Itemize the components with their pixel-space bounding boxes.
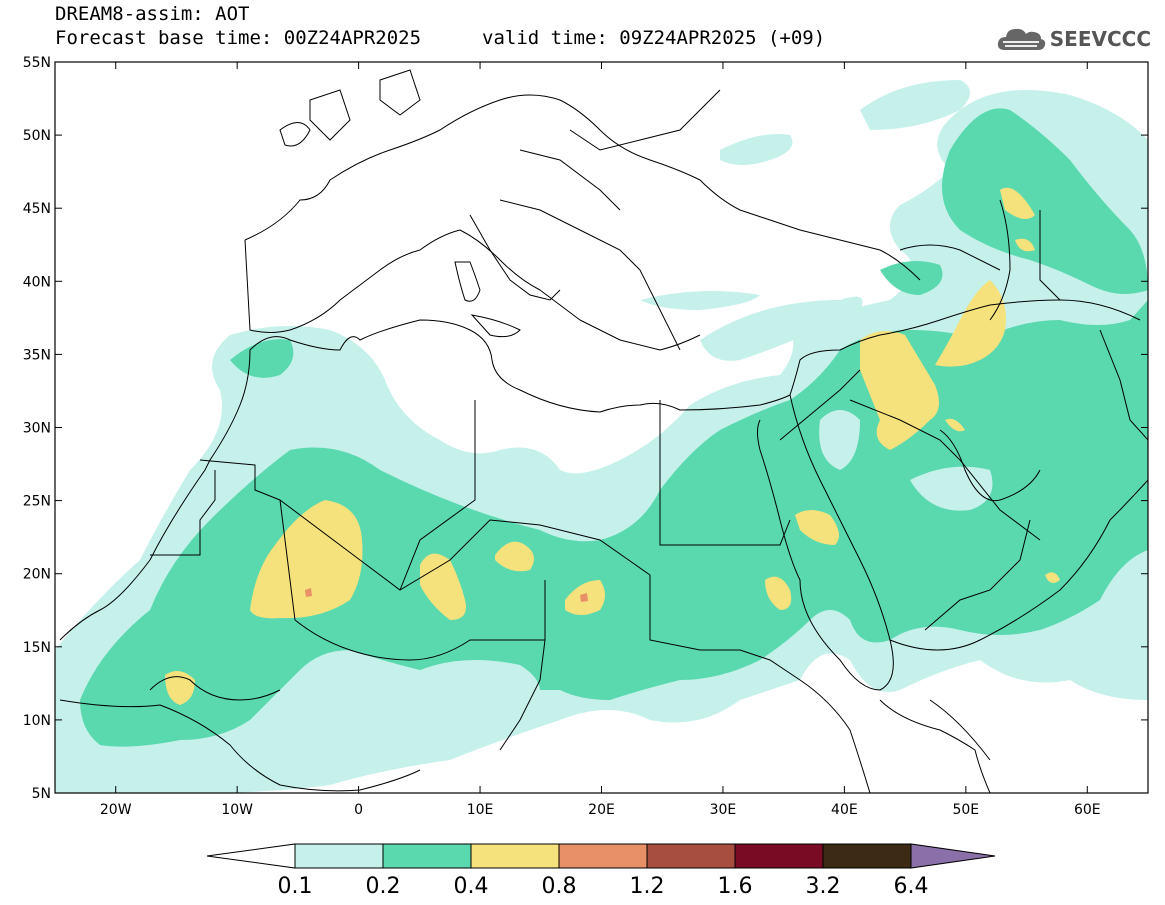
valid-time: valid time: 09Z24APR2025 (+09) — [482, 27, 826, 49]
colorbar-label: 6.4 — [894, 874, 929, 899]
coastlines-borders — [59, 69, 1148, 793]
logo-text: SEEVCCC — [1049, 27, 1151, 51]
colorbar-label: 3.2 — [806, 874, 841, 899]
cloud-logo-icon — [997, 28, 1045, 50]
colorbar-high-arrow — [910, 843, 996, 869]
lon-tick-label: 10E — [467, 802, 494, 818]
seevccc-logo: SEEVCCC — [995, 22, 1151, 56]
colorbar-label: 0.2 — [366, 874, 401, 899]
lon-tick-label: 20W — [100, 802, 132, 818]
colorbar-label: 1.6 — [718, 874, 753, 899]
colorbar-label: 1.2 — [630, 874, 665, 899]
colorbar-label: 0.4 — [454, 874, 489, 899]
lon-tick-label: 30E — [710, 802, 737, 818]
colorbar-label: 0.1 — [278, 874, 313, 899]
colorbar-swatch — [646, 843, 736, 869]
latitude-axis: 5N 10N 15N 20N 25N 30N 35N 40N 45N 50N 55N — [23, 55, 1148, 802]
colorbar-swatch — [558, 843, 648, 869]
lon-tick-label: 0 — [354, 802, 363, 818]
lat-tick-label: 25N — [23, 494, 51, 510]
longitude-axis: 20W 10W 0 10E 20E 30E 40E 50E 60E — [100, 62, 1101, 818]
colorbar-low-arrow — [206, 843, 296, 869]
forecast-base-time: Forecast base time: 00Z24APR2025 — [55, 27, 422, 49]
colorbar-swatch — [822, 843, 912, 869]
aot-lower-patches — [399, 410, 993, 732]
aot-field — [55, 62, 1148, 793]
map-title: DREAM8-assim: AOT — [55, 3, 250, 25]
colorbar-swatch — [470, 843, 560, 869]
lat-tick-label: 15N — [23, 640, 51, 656]
colorbar-swatch — [734, 843, 824, 869]
aot-level-0.4 — [165, 187, 1060, 705]
lon-tick-label: 10W — [221, 802, 253, 818]
lat-tick-label: 20N — [23, 567, 51, 583]
lat-tick-label: 30N — [23, 421, 51, 437]
colorbar-swatch — [382, 843, 472, 869]
colorbar: 0.1 0.2 0.4 0.8 1.2 1.6 3.2 6.4 — [206, 843, 996, 899]
aot-level-0.8 — [305, 588, 588, 602]
lat-tick-label: 50N — [23, 128, 51, 144]
lat-tick-label: 45N — [23, 201, 51, 217]
lon-tick-label: 50E — [952, 802, 979, 818]
colorbar-label: 0.8 — [542, 874, 577, 899]
colorbar-swatch — [294, 843, 384, 869]
lat-tick-label: 35N — [23, 347, 51, 363]
lat-tick-label: 5N — [32, 786, 51, 802]
lon-tick-label: 40E — [831, 802, 858, 818]
lon-tick-label: 20E — [588, 802, 615, 818]
lon-tick-label: 60E — [1074, 802, 1101, 818]
lat-tick-label: 10N — [23, 713, 51, 729]
lat-tick-label: 40N — [23, 274, 51, 290]
lat-tick-label: 55N — [23, 55, 51, 71]
